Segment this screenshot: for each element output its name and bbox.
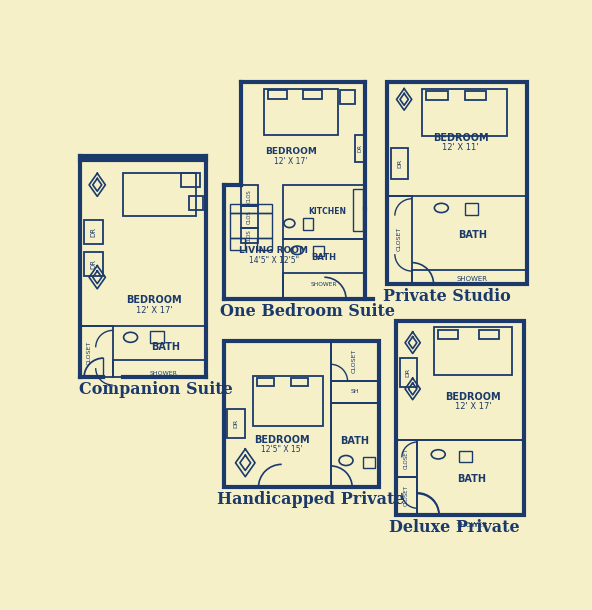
Bar <box>465 203 478 215</box>
Bar <box>422 88 507 137</box>
Text: BATH: BATH <box>457 474 486 484</box>
Bar <box>291 378 308 386</box>
Bar <box>417 440 523 516</box>
Bar <box>355 135 365 162</box>
Bar <box>353 188 363 231</box>
Bar <box>189 196 202 210</box>
Bar <box>303 90 322 99</box>
Bar <box>395 478 417 514</box>
Text: Deluxe Private: Deluxe Private <box>390 519 520 536</box>
Text: SHOWER: SHOWER <box>150 371 178 376</box>
Bar <box>230 204 272 214</box>
Text: CLOS: CLOS <box>247 188 252 203</box>
Bar <box>480 329 498 339</box>
Bar <box>84 220 104 244</box>
Bar <box>240 228 258 243</box>
Text: DR: DR <box>91 259 96 269</box>
Bar <box>240 206 258 228</box>
Bar <box>224 341 378 487</box>
Bar <box>227 409 244 438</box>
Text: BEDROOM: BEDROOM <box>254 435 310 445</box>
Bar <box>330 381 378 403</box>
Bar <box>264 88 337 135</box>
Text: BATH: BATH <box>458 230 487 240</box>
Text: BEDROOM: BEDROOM <box>445 392 501 401</box>
Bar <box>400 358 417 387</box>
Text: SHOWER: SHOWER <box>456 522 487 528</box>
Bar <box>426 91 448 100</box>
Bar <box>257 238 272 249</box>
Text: CLOS: CLOS <box>247 210 252 224</box>
Text: Companion Suite: Companion Suite <box>79 381 233 398</box>
Text: DR: DR <box>358 144 362 152</box>
Bar <box>313 246 324 256</box>
Bar <box>395 321 523 515</box>
Bar <box>391 148 408 179</box>
Bar <box>80 156 206 160</box>
Text: 12' X 11': 12' X 11' <box>442 143 479 152</box>
Bar <box>181 173 200 187</box>
Bar <box>80 326 112 378</box>
Text: CLOSET: CLOSET <box>404 448 409 470</box>
Bar <box>395 440 417 478</box>
Bar <box>330 341 378 381</box>
Bar <box>465 91 486 100</box>
Bar <box>363 457 375 468</box>
Text: BEDROOM: BEDROOM <box>433 133 488 143</box>
Bar <box>257 378 274 386</box>
Text: CLOSET: CLOSET <box>87 340 92 365</box>
Text: SH: SH <box>350 389 359 395</box>
Bar <box>230 238 245 249</box>
Bar <box>459 451 472 462</box>
Text: DR: DR <box>406 368 410 378</box>
Bar <box>268 90 287 99</box>
Text: Private Studio: Private Studio <box>383 288 511 305</box>
Text: CLOS: CLOS <box>247 229 252 243</box>
Bar <box>230 214 272 238</box>
Text: Handicapped Private: Handicapped Private <box>217 492 405 508</box>
Text: One Bedroom Suite: One Bedroom Suite <box>220 303 395 320</box>
Bar <box>303 218 314 231</box>
Bar <box>112 361 206 378</box>
Bar <box>412 270 527 284</box>
Bar <box>330 403 378 487</box>
Text: LIVING ROOM: LIVING ROOM <box>239 246 308 255</box>
Text: BEDROOM: BEDROOM <box>265 147 317 156</box>
Text: KITCHEN: KITCHEN <box>308 207 346 217</box>
Bar <box>387 196 412 284</box>
Bar <box>438 329 458 339</box>
Bar <box>283 273 365 299</box>
Text: CLOSET: CLOSET <box>352 349 357 373</box>
Bar <box>84 252 104 276</box>
Text: 14'5" X 12'5": 14'5" X 12'5" <box>249 256 299 265</box>
Text: 12'5" X 15': 12'5" X 15' <box>261 445 303 454</box>
Bar <box>150 331 164 343</box>
Bar <box>240 185 258 206</box>
Bar <box>387 82 527 284</box>
Text: BATH: BATH <box>151 342 180 353</box>
Text: 12' X 17': 12' X 17' <box>136 306 172 315</box>
Text: DR: DR <box>91 227 96 237</box>
Text: DR: DR <box>397 159 402 168</box>
Bar <box>340 90 355 104</box>
Bar <box>253 376 323 426</box>
Bar <box>283 239 365 299</box>
Bar <box>123 173 197 216</box>
Text: 12' X 17': 12' X 17' <box>455 402 491 411</box>
Text: CLOSET: CLOSET <box>404 486 409 506</box>
Bar <box>435 328 512 375</box>
Text: DR: DR <box>233 419 239 428</box>
Text: SHOWER: SHOWER <box>310 282 337 287</box>
Bar <box>283 185 365 239</box>
Text: BATH: BATH <box>311 254 336 262</box>
Text: 12' X 17': 12' X 17' <box>274 157 308 167</box>
Bar <box>417 515 523 516</box>
Text: CLOSET: CLOSET <box>397 227 402 251</box>
Text: BEDROOM: BEDROOM <box>126 295 182 306</box>
Text: SHOWER: SHOWER <box>457 276 488 282</box>
Text: BATH: BATH <box>340 436 369 447</box>
